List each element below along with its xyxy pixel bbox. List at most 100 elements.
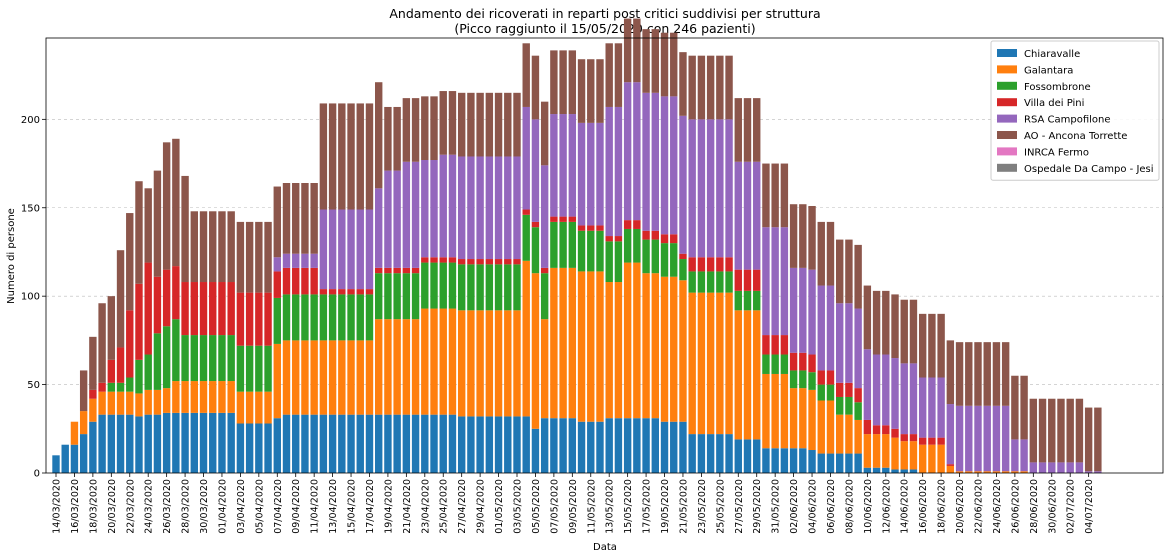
bar-segment [236,292,245,346]
bar-segment [153,389,162,415]
bar-segment [393,106,401,171]
bar-segment [411,267,420,274]
legend-swatch [997,98,1017,107]
x-tick-label: 04/07/2020 [1084,479,1095,534]
bar-segment [190,335,198,382]
bar-segment [292,414,300,473]
bar-segment [485,310,494,417]
bar-segment [264,292,272,346]
bar-segment [172,319,180,382]
bar-segment [282,267,291,295]
bar-segment [457,264,466,311]
bar-segment [98,382,106,392]
bar-segment [753,290,761,311]
bar-segment [301,253,309,268]
bar-segment [199,381,208,413]
bar-segment [706,257,715,272]
bar-segment [439,262,447,309]
bar-segment [439,414,447,473]
bar-segment [356,209,364,290]
bar-segment [144,354,152,390]
bar-segment [457,416,466,473]
bar-segment [402,267,411,274]
bar-segment [98,391,106,415]
bar-segment [891,469,899,473]
x-tick-label: 03/05/2020 [513,479,524,534]
bar-segment [264,345,272,392]
bar-segment [854,419,862,454]
bar-segment [762,335,770,355]
bar-segment [670,32,678,97]
bar-segment [550,418,558,473]
bar-segment [411,319,420,415]
bar-segment [817,384,825,401]
bar-segment [587,271,595,422]
bar-segment [457,92,466,157]
x-tick-label: 28/03/2020 [181,479,192,534]
bar-segment [946,465,955,473]
bar-segment [153,414,162,473]
bar-segment [596,59,604,123]
bar-segment [688,292,696,435]
bar-segment [992,471,1001,473]
bar-segment [872,290,881,355]
bar-segment [504,310,512,417]
bar-segment [826,453,835,473]
bar-segment [1066,462,1074,473]
bar-segment [836,453,844,473]
bar-segment [900,469,908,473]
bar-segment [808,354,816,373]
bar-segment [513,259,521,265]
y-axis-label: Numero di persone [6,208,17,304]
bar-segment [199,335,208,382]
bar-segment [826,400,835,454]
bar-segment [126,213,134,311]
bar-segment [172,266,180,320]
bar-segment [725,292,733,435]
bar-segment [1001,405,1010,472]
bar-segment [384,273,392,320]
bar-segment [955,471,964,473]
bar-segment [273,343,281,419]
bar-segment [531,221,540,228]
bar-segment [338,340,346,415]
x-tick-label: 13/05/2020 [605,479,616,534]
bar-segment [1084,407,1093,472]
bar-segment [863,285,872,350]
bar-segment [799,388,807,449]
bar-segment [725,271,733,293]
legend-swatch [997,49,1017,57]
x-tick-label: 09/04/2020 [291,479,302,534]
bar-segment [402,273,411,320]
x-tick-label: 11/05/2020 [586,479,597,534]
y-tick-label: 0 [34,469,40,480]
bar-segment [467,259,475,265]
bar-segment [1094,471,1102,473]
bar-segment [780,335,789,355]
bar-segment [577,225,586,231]
bar-segment [255,423,263,473]
bar-segment [476,259,484,265]
bar-segment [467,416,475,473]
bar-segment [1020,375,1028,440]
plot-frame [45,37,1164,474]
bar-segment [670,421,678,473]
bar-segment [1001,471,1010,473]
bar-segment [743,439,752,473]
bar-segment [365,103,374,210]
bar-segment [540,319,549,419]
bar-segment [642,273,650,419]
bar-segment [734,161,742,270]
bar-segment [651,230,659,240]
x-tick-label: 27/04/2020 [457,479,468,534]
bar-segment [135,393,143,417]
bar-segment [190,211,198,283]
x-tick-label: 05/05/2020 [531,479,542,534]
bar-segment [836,303,844,383]
bar-segment [845,396,853,415]
x-tick-label: 17/04/2020 [365,479,376,534]
bar-segment [697,119,706,258]
bar-segment [107,382,116,392]
bar-segment [725,55,733,120]
bar-segment [688,271,696,293]
